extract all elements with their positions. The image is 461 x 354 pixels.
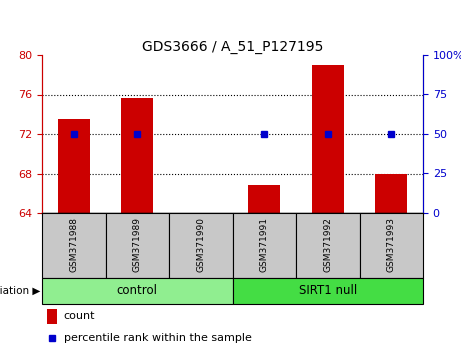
Bar [185,212,217,213]
FancyBboxPatch shape [360,213,423,278]
Text: count: count [64,312,95,321]
FancyBboxPatch shape [296,213,360,278]
Text: percentile rank within the sample: percentile rank within the sample [64,333,252,343]
Title: GDS3666 / A_51_P127195: GDS3666 / A_51_P127195 [142,40,323,54]
Text: GSM371989: GSM371989 [133,217,142,272]
Text: GSM371993: GSM371993 [387,217,396,272]
Text: GSM371992: GSM371992 [323,217,332,272]
Text: SIRT1 null: SIRT1 null [299,285,357,297]
Bar [47,308,57,324]
Bar [121,98,153,213]
Bar [58,119,89,213]
FancyBboxPatch shape [42,278,232,304]
Text: control: control [117,285,158,297]
Text: genotype/variation ▶: genotype/variation ▶ [0,286,40,296]
Bar [248,185,280,213]
Bar [375,173,407,213]
Bar [312,65,343,213]
FancyBboxPatch shape [42,213,106,278]
FancyBboxPatch shape [106,213,169,278]
Text: GSM371991: GSM371991 [260,217,269,272]
Text: GSM371988: GSM371988 [69,217,78,272]
FancyBboxPatch shape [232,278,423,304]
FancyBboxPatch shape [169,213,232,278]
Text: GSM371990: GSM371990 [196,217,205,272]
FancyBboxPatch shape [232,213,296,278]
